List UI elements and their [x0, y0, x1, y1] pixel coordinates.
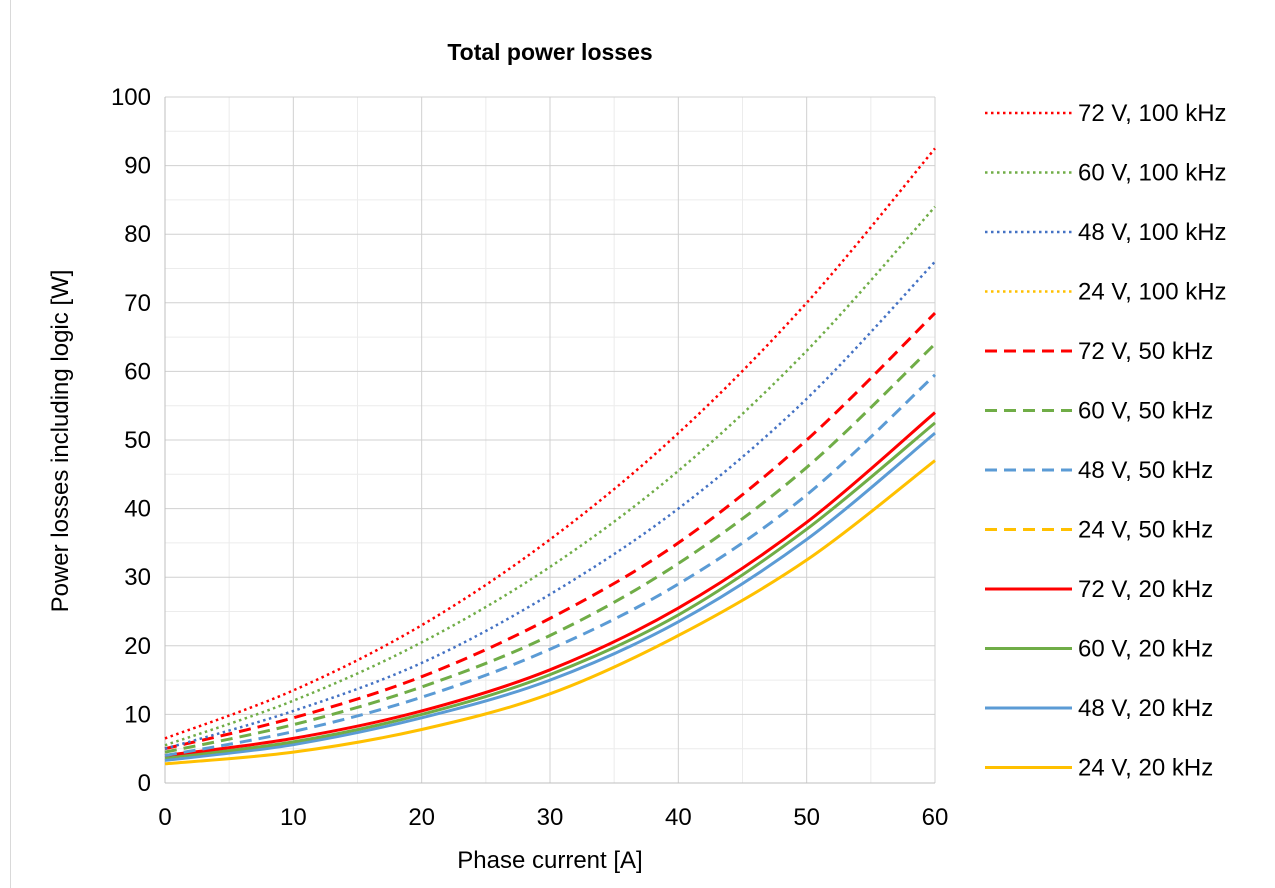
series-line-72-v-50-khz: [164, 312, 937, 751]
legend-label: 24 V, 20 kHz: [1078, 755, 1213, 782]
series-line-60-v-100-khz: [164, 205, 936, 747]
legend-label: 48 V, 50 kHz: [1078, 457, 1213, 484]
legend-item-48-v-100-khz: 48 V, 100 kHz: [985, 219, 1227, 246]
legend-item-24-v-20-khz: 24 V, 20 kHz: [985, 755, 1213, 782]
chart-title: Total power losses: [447, 39, 652, 65]
legend: 72 V, 100 kHz 60 V, 100 kHz 48 V, 100 kHz 2…: [985, 100, 1227, 782]
y-tick-label: 10: [124, 701, 151, 728]
series-lines: [164, 147, 937, 766]
series-line-60-v-20-khz: [164, 421, 936, 760]
legend-label: 24 V, 50 kHz: [1078, 517, 1213, 544]
y-tick-label: 0: [138, 770, 151, 797]
y-tick-label: 30: [124, 564, 151, 591]
y-tick-label: 80: [124, 221, 151, 248]
legend-item-72-v-20-khz: 72 V, 20 kHz: [985, 576, 1213, 603]
x-tick-label: 40: [665, 804, 692, 831]
legend-label: 60 V, 50 kHz: [1078, 398, 1213, 425]
series-line-72-v-100-khz: [164, 147, 936, 740]
series-line-48-v-50-khz: [164, 373, 937, 758]
y-tick-label: 50: [124, 427, 151, 454]
series-line-48-v-20-khz: [164, 431, 936, 762]
legend-item-72-v-50-khz: 72 V, 50 kHz: [985, 338, 1213, 365]
y-tick-label: 70: [124, 290, 151, 317]
series-line-48-v-100-khz: [164, 260, 936, 750]
legend-item-72-v-100-khz: 72 V, 100 kHz: [985, 100, 1227, 127]
series-line-72-v-20-khz: [164, 411, 936, 758]
y-tick-label: 100: [111, 84, 151, 111]
x-tick-label: 50: [793, 804, 820, 831]
legend-label: 48 V, 100 kHz: [1078, 219, 1227, 246]
legend-label: 72 V, 100 kHz: [1078, 100, 1227, 127]
panel-border: [10, 0, 11, 888]
legend-label: 60 V, 20 kHz: [1078, 636, 1213, 663]
series-line-24-v-20-khz: [164, 459, 936, 766]
legend-label: 60 V, 100 kHz: [1078, 160, 1227, 187]
legend-item-48-v-50-khz: 48 V, 50 kHz: [985, 457, 1213, 484]
x-tick-label: 20: [408, 804, 435, 831]
axes: 0 10 20 30 40 50 60 0 10 20 30 40 50 60 70 80 90 100: [111, 84, 948, 831]
x-tick-label: 10: [280, 804, 307, 831]
legend-item-60-v-20-khz: 60 V, 20 kHz: [985, 636, 1213, 663]
legend-item-60-v-50-khz: 60 V, 50 kHz: [985, 398, 1213, 425]
x-axis-title: Phase current [A]: [457, 847, 642, 874]
legend-label: 24 V, 100 kHz: [1078, 279, 1227, 306]
y-tick-label: 40: [124, 496, 151, 523]
legend-label: 72 V, 20 kHz: [1078, 576, 1213, 603]
y-tick-label: 60: [124, 358, 151, 385]
legend-item-60-v-100-khz: 60 V, 100 kHz: [985, 160, 1227, 187]
grid: [165, 96, 936, 783]
legend-item-24-v-50-khz: 24 V, 50 kHz: [985, 517, 1213, 544]
y-tick-label: 20: [124, 633, 151, 660]
y-axis-title: Power losses including logic [W]: [47, 270, 74, 613]
legend-label: 48 V, 20 kHz: [1078, 695, 1213, 722]
x-tick-label: 30: [537, 804, 564, 831]
x-tick-label: 0: [158, 804, 171, 831]
legend-item-24-v-100-khz: 24 V, 100 kHz: [985, 279, 1227, 306]
y-tick-label: 90: [124, 153, 151, 180]
legend-label: 72 V, 50 kHz: [1078, 338, 1213, 365]
legend-item-48-v-20-khz: 48 V, 20 kHz: [985, 695, 1213, 722]
x-tick-label: 60: [922, 804, 949, 831]
